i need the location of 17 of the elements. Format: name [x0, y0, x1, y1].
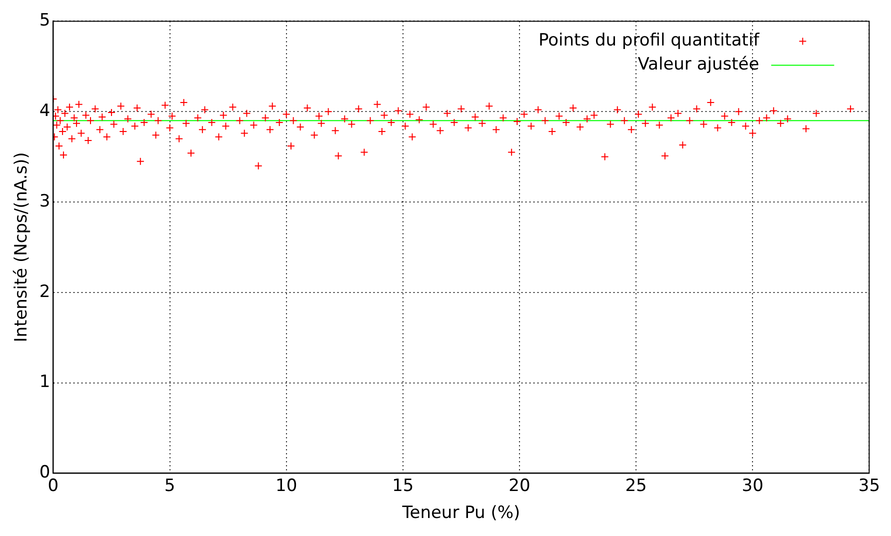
x-tick-label: 30: [742, 476, 764, 496]
x-tick-label: 10: [276, 476, 298, 496]
legend-label: Valeur ajustée: [638, 54, 760, 75]
x-axis-title: Teneur Pu (%): [401, 503, 520, 524]
legend-label: Points du profil quantitatif: [538, 30, 760, 51]
y-tick-label: 2: [39, 282, 50, 302]
x-tick-label: 15: [392, 476, 414, 496]
x-tick-label: 5: [164, 476, 176, 496]
y-tick-label: 1: [39, 372, 50, 392]
x-tick-label: 20: [508, 476, 530, 496]
x-tick-label: 35: [858, 476, 880, 496]
y-axis-title: Intensité (Ncps/(nA.s)): [12, 152, 32, 342]
y-tick-label: 0: [39, 462, 50, 483]
y-tick-label: 4: [39, 101, 50, 122]
y-tick-label: 3: [39, 191, 50, 212]
x-tick-label: 25: [625, 476, 647, 496]
y-tick-label: 5: [39, 10, 50, 31]
